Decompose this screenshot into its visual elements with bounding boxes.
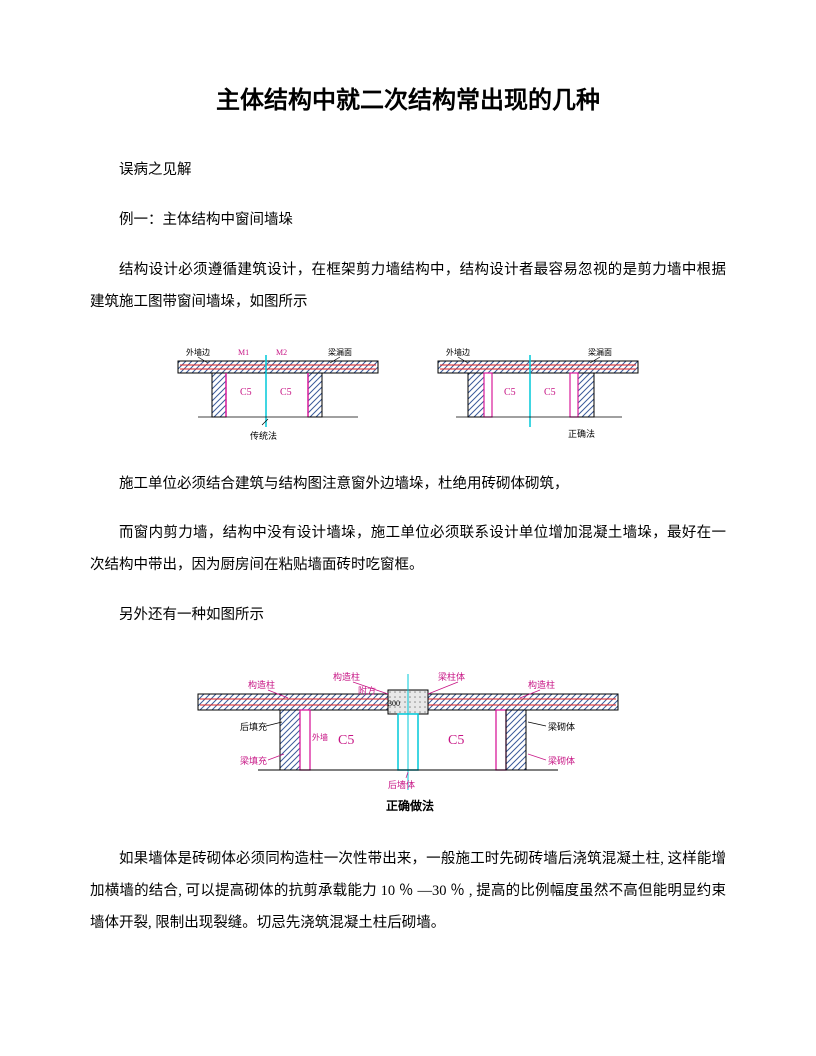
d3-top-l5: 构造柱 <box>528 679 555 690</box>
page-title: 主体结构中就二次结构常出现的几种 <box>90 80 726 115</box>
paragraph-1: 误病之见解 <box>90 155 726 187</box>
d1-c-left: C5 <box>240 387 252 398</box>
d1-label-tl: 外墙边 <box>186 347 210 357</box>
d3-caption: 正确做法 <box>386 798 434 813</box>
d3-top-l4: 梁柱体 <box>438 671 465 682</box>
d3-bottom-l4: 后墙体 <box>388 779 415 790</box>
diagram-2: 外墙边 梁漏面 C5 C5 正确法 <box>428 337 648 447</box>
d3-bottom-l2: 梁填充 <box>240 755 267 766</box>
d2-caption: 正确法 <box>568 428 595 439</box>
d3-bottom-l1: 后填充 <box>240 721 267 732</box>
d3-c-right: C5 <box>448 733 464 748</box>
d3-dim: 300 <box>388 699 400 708</box>
d3-top-l2: 构造柱 <box>333 671 360 682</box>
diagram-3: 构造柱 构造柱 附方 梁柱体 构造柱 300 C5 C5 外墙 后填充 梁填充 … <box>188 650 628 820</box>
paragraph-7: 如果墙体是砖砌体必须同构造柱一次性带出来，一般施工时先砌砖墙后浇筑混凝土柱, 这… <box>90 844 726 940</box>
paragraph-6: 另外还有一种如图所示 <box>90 600 726 632</box>
d3-bottom-l6: 梁砌体 <box>548 755 575 766</box>
d1-c-right: C5 <box>280 387 292 398</box>
d3-c-left: C5 <box>338 733 354 748</box>
d1-label-m1: M1 <box>238 348 249 357</box>
d2-label-tl: 外墙边 <box>446 347 470 357</box>
d2-c-left: C5 <box>504 387 516 398</box>
paragraph-3: 结构设计必须遵循建筑设计，在框架剪力墙结构中，结构设计者最容易忽视的是剪力墙中根… <box>90 255 726 319</box>
d3-bottom-l3: 外墙 <box>312 732 328 742</box>
d1-caption: 传统法 <box>250 430 277 441</box>
d2-label-tr: 梁漏面 <box>588 347 612 357</box>
d3-bottom-l5: 梁砌体 <box>548 721 575 732</box>
d1-label-m2: M2 <box>276 348 287 357</box>
d1-label-tr: 梁漏面 <box>328 347 352 357</box>
paragraph-4: 施工单位必须结合建筑与结构图注意窗外边墙垛，杜绝用砖砌体砌筑， <box>90 469 726 501</box>
paragraph-5: 而窗内剪力墙，结构中没有设计墙垛，施工单位必须联系设计单位增加混凝土墙垛，最好在… <box>90 518 726 582</box>
d2-c-right: C5 <box>544 387 556 398</box>
diagram-1: 外墙边 M1 M2 梁漏面 C5 C5 传统法 <box>168 337 388 447</box>
paragraph-2: 例一：主体结构中窗间墙垛 <box>90 205 726 237</box>
diagram-row-1: 外墙边 M1 M2 梁漏面 C5 C5 传统法 外墙边 梁漏面 <box>90 337 726 447</box>
d3-top-l1: 构造柱 <box>248 679 275 690</box>
diagram-row-2: 构造柱 构造柱 附方 梁柱体 构造柱 300 C5 C5 外墙 后填充 梁填充 … <box>90 650 726 820</box>
